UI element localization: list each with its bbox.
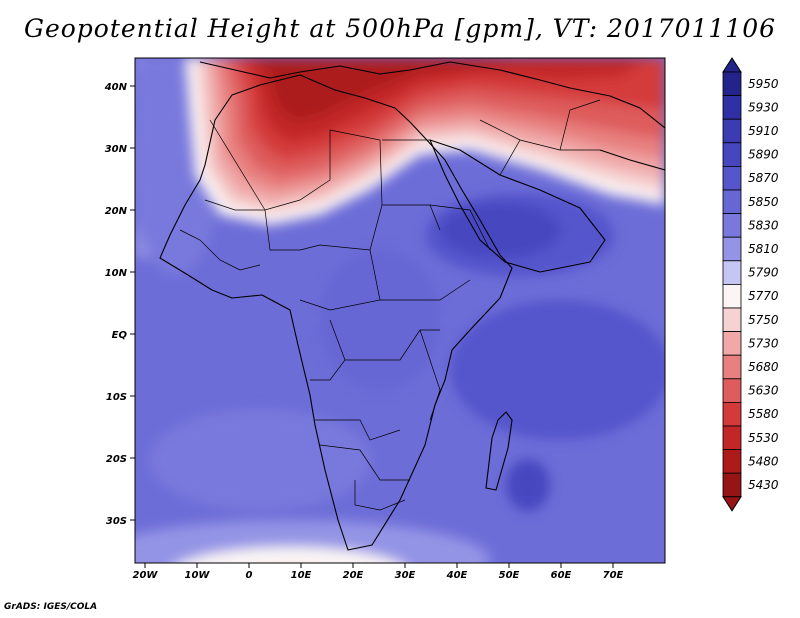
colorbar-swatch [722,189,742,215]
colorbar-label: 5830 [748,218,779,232]
lon-tick-label: 20E [343,570,364,581]
field-band [255,58,520,122]
colorbar-label: 5850 [748,195,779,209]
field-band [135,58,190,125]
colorbar-label: 5910 [748,124,779,138]
colorbar-swatch [722,331,742,356]
lat-tick-label: 20S [106,454,127,465]
africa-coastline [159,74,513,551]
colorbar-swatch [722,378,742,403]
field-band [320,250,440,390]
colorbar-label: 5810 [748,242,779,256]
colorbar-label: 5790 [748,266,779,280]
lon-tick-label: 0 [246,570,253,581]
colorbar-swatch [722,95,742,120]
colorbar-swatch [722,354,742,380]
southern-bands [135,520,490,563]
lat-tick-label: EQ [112,330,128,341]
plot-area [135,58,665,563]
colorbar-swatch [722,236,742,262]
madagascar-outline [485,411,513,491]
colorbar-label: 5930 [748,100,779,114]
field-band [181,547,399,563]
colorbar-top-arrow [722,57,742,73]
lat-tick-label: 40N [104,82,128,93]
colorbar-swatch [722,449,742,474]
colorbar-label: 5890 [748,148,779,162]
lon-tick-label: 20W [133,570,159,581]
colorbar-swatch [722,425,742,451]
colorbar-bottom-arrow [722,496,742,512]
colorbar-label: 5630 [748,384,779,398]
longitude-axis: 20W 10W 0 10E 20E 30E 40E 50E 60E 70E [133,563,624,581]
lat-tick-label: 10S [106,392,127,403]
colorbar-swatch [722,165,742,191]
colorbar-label: 5680 [748,360,779,374]
colorbar-label: 5770 [748,289,779,303]
colorbar-label: 5950 [748,77,779,91]
colorbar-swatch [722,307,742,333]
high-latitude-trough-bands [185,58,665,225]
lat-tick-label: 30S [106,516,127,527]
europe-coastline [199,61,665,129]
colorbar-label: 5480 [748,454,779,468]
colorbar-swatch [722,213,742,238]
field-band [506,459,550,511]
lon-tick-label: 10W [185,570,211,581]
colorbar-label: 5730 [748,336,779,350]
india-coastline [599,149,665,171]
colorbar-label: 5430 [748,478,779,492]
lat-tick-label: 20N [105,206,128,217]
latitude-axis: 40N 30N 20N 10N EQ 10S 20S 30S [104,82,135,527]
lon-tick-label: 10E [291,570,312,581]
coastlines [159,61,665,551]
lon-tick-label: 40E [446,570,468,581]
lon-tick-label: 30E [395,570,416,581]
colorbar: 5950 5930 5910 5890 5870 5850 5830 5810 5790 5770… [722,57,779,512]
colorbar-swatch [722,118,742,144]
colorbar-swatch [722,401,742,427]
lat-tick-label: 10N [105,268,128,279]
low-height-bands [135,58,665,511]
grads-credit: GrADS: IGES/COLA [4,602,98,612]
lat-tick-label: 30N [105,144,128,155]
colorbar-label: 5530 [748,431,779,445]
country-borders [179,99,601,511]
field-band [150,410,370,510]
colorbar-swatch [722,472,742,498]
plot-frame [134,57,666,564]
colorbar-swatch [722,142,742,167]
colorbar-swatch [722,260,742,285]
map-title: Geopotential Height at 500hPa [gpm], VT:… [23,14,777,43]
field-band [440,202,560,258]
lon-tick-label: 60E [551,570,572,581]
lon-tick-label: 70E [603,570,624,581]
lon-tick-label: 50E [499,570,520,581]
colorbar-label: 5580 [748,407,779,421]
colorbar-swatch [722,71,742,97]
field-band [450,300,665,440]
colorbar-swatch [722,283,742,309]
colorbar-label: 5870 [748,171,779,185]
colorbar-label: 5750 [748,313,779,327]
